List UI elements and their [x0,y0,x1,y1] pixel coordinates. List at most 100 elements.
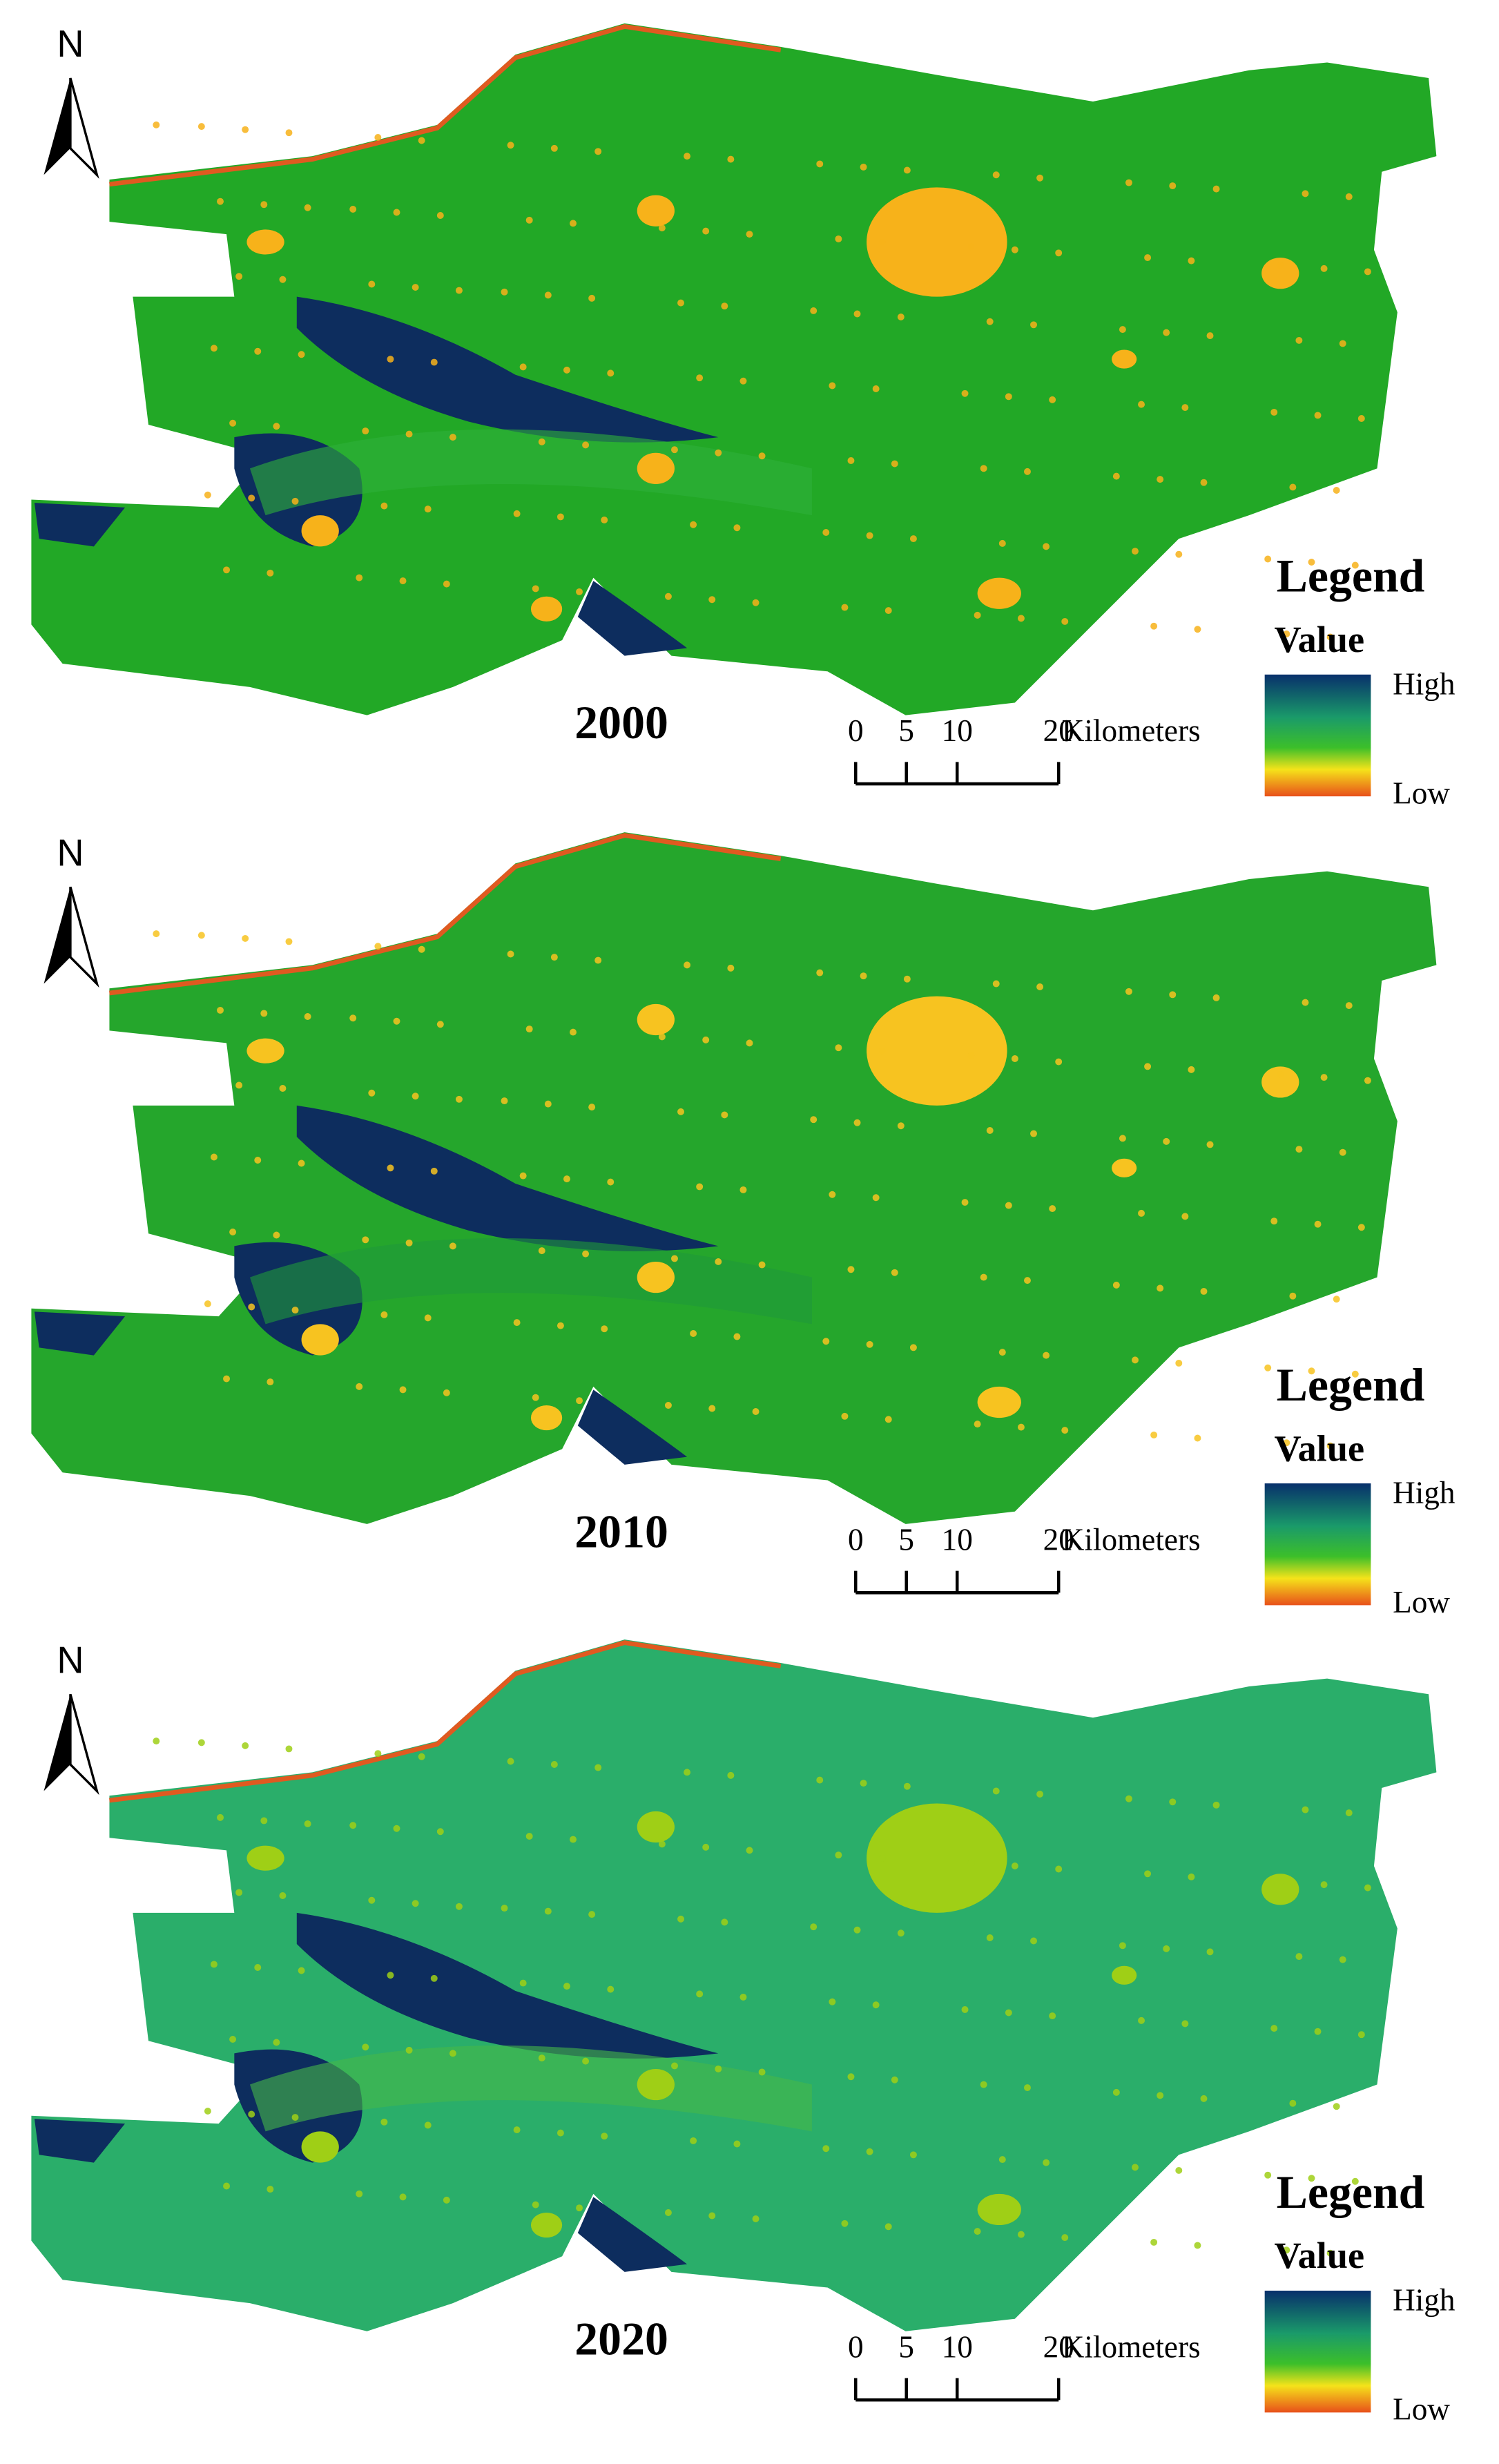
urban-area [246,1038,284,1063]
settlement [588,1104,596,1111]
urban-area [1112,1158,1137,1177]
settlement [273,423,280,430]
north-label: N [57,1639,84,1681]
settlement [1264,2171,1272,2179]
settlement [455,287,463,294]
settlement [532,1394,539,1401]
urban-area [1261,1874,1299,1905]
settlement [897,314,905,320]
settlement [1157,1284,1164,1292]
settlement [1314,1220,1322,1228]
settlement [702,1036,710,1043]
settlement [267,2186,274,2193]
settlement [1212,1801,1220,1809]
north-arrow-right [69,77,99,179]
settlement [356,1383,363,1390]
settlement [1277,1878,1284,1885]
settlement [1132,548,1139,555]
settlement [1055,1865,1063,1873]
settlement [1302,190,1309,198]
urban-area [637,452,675,484]
settlement [356,2190,363,2197]
settlement [1181,404,1189,412]
mountain-zone [296,296,719,443]
settlement [525,216,533,224]
scale-label: 5 [898,1522,914,1557]
scale-unit: Kilometers [1062,713,1201,748]
mountain-zone [296,1105,719,1251]
river-edge [109,1640,782,1803]
settlement [1157,476,1164,483]
settlement [1017,2231,1025,2238]
mountain-zone [34,503,126,547]
settlement [210,345,217,352]
legend-low: Low [1393,1585,1450,1619]
settlement [872,2001,880,2009]
settlement [967,243,975,251]
settlement [405,2046,413,2054]
settlement [1061,2234,1069,2242]
settlement [563,366,570,374]
legend-field: Value [1274,619,1364,660]
settlement [961,2006,969,2013]
settlement [557,1322,564,1329]
settlement [153,121,160,128]
settlement [1302,999,1309,1006]
settlement [739,1186,747,1193]
settlement [557,513,564,521]
settlement [829,1998,836,2005]
settlement [1055,1058,1063,1066]
settlement [532,2201,539,2208]
settlement [1200,1287,1208,1295]
settlement [1364,1884,1371,1892]
settlement [298,351,305,358]
settlement [576,2204,583,2212]
settlement [519,1172,527,1180]
settlement [702,1843,710,1851]
settlement [1011,1863,1018,1869]
settlement [1030,321,1037,329]
settlement [1132,2164,1139,2171]
urban-area [530,2212,563,2238]
settlement [847,457,855,464]
settlement [1030,1130,1037,1137]
settlement [507,142,514,149]
settlement [690,1329,697,1337]
urban-area [301,515,339,547]
settlement [557,2129,564,2137]
settlement [1023,2084,1031,2092]
settlement [550,1761,558,1769]
settlement [229,419,237,427]
urban-area [1261,1066,1299,1098]
settlement [841,604,849,611]
settlement [684,961,691,969]
settlement [1264,555,1272,563]
settlement [1163,1137,1170,1145]
settlement [822,529,830,537]
settlement [443,1389,450,1396]
settlement [607,1178,615,1186]
settlement [304,1820,311,1827]
settlement [538,1247,545,1255]
settlement [1283,631,1290,637]
legend-title: Legend [1277,550,1425,602]
settlement [829,382,836,389]
settlement [242,934,249,942]
settlement [399,577,407,585]
settlement [412,1093,419,1100]
settlement [909,1344,917,1351]
settlement [746,1847,753,1854]
legend-field: Value [1274,1427,1364,1469]
scale-label: 20 [1043,2329,1074,2364]
scale-unit: Kilometers [1062,2329,1201,2364]
settlement [986,1127,994,1135]
settlement [1339,340,1346,347]
settlement [677,299,684,307]
settlement [393,1825,400,1832]
settlement [1212,994,1220,1001]
settlement [746,1039,753,1047]
urban-area [301,1324,339,1356]
settlement [291,2114,299,2121]
settlement [424,506,432,513]
